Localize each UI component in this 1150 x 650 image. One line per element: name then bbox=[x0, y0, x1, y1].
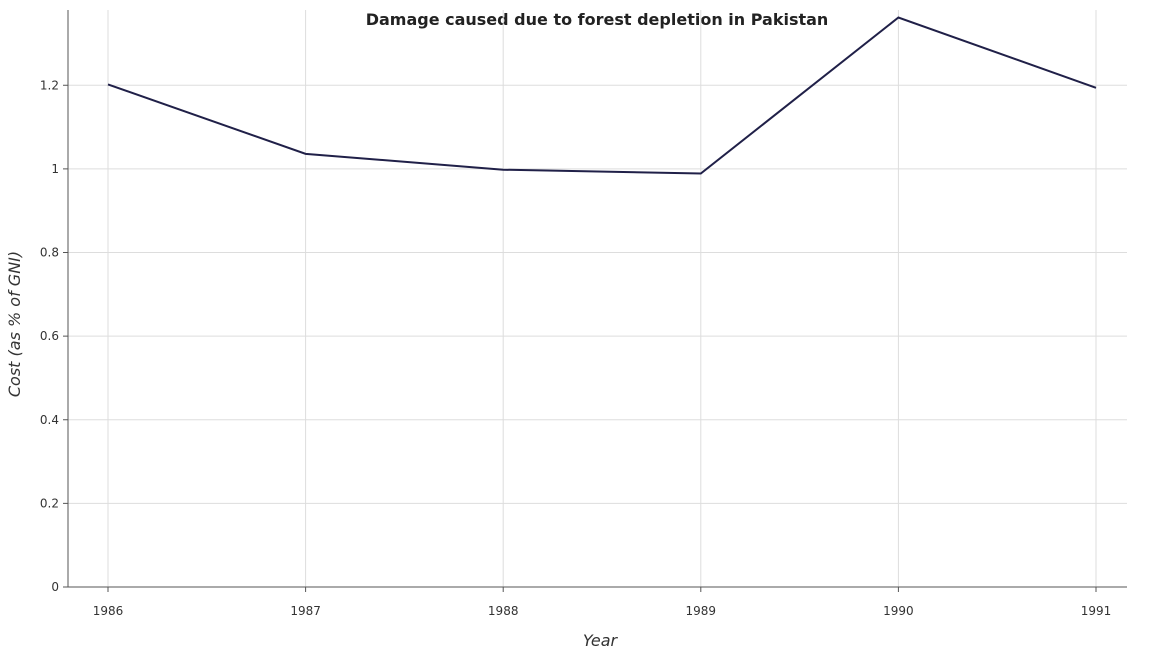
y-tick-label: 1 bbox=[51, 162, 59, 176]
x-tick-labels: 1986 1987 1988 1989 1990 1991 bbox=[93, 604, 1112, 618]
x-tick-label: 1991 bbox=[1081, 604, 1112, 618]
y-tick-label: 0.2 bbox=[40, 496, 59, 510]
x-tick-label: 1989 bbox=[686, 604, 717, 618]
x-tick-label: 1986 bbox=[93, 604, 124, 618]
y-tick-label: 0 bbox=[51, 580, 59, 594]
series-line bbox=[108, 18, 1096, 174]
series-layer bbox=[108, 18, 1096, 174]
y-tick-label: 1.2 bbox=[40, 78, 59, 92]
x-tick-label: 1987 bbox=[290, 604, 321, 618]
axes bbox=[63, 10, 1127, 592]
x-axis-label: Year bbox=[583, 631, 619, 650]
y-tick-labels: 0 0.2 0.4 0.6 0.8 1 1.2 bbox=[40, 78, 59, 594]
y-tick-label: 0.6 bbox=[40, 329, 59, 343]
y-tick-label: 0.4 bbox=[40, 413, 59, 427]
x-tick-label: 1988 bbox=[488, 604, 519, 618]
grid bbox=[68, 10, 1127, 587]
y-axis-label: Cost (as % of GNI) bbox=[5, 251, 24, 397]
x-tick-label: 1990 bbox=[883, 604, 914, 618]
y-tick-label: 0.8 bbox=[40, 246, 59, 260]
chart-title: Damage caused due to forest depletion in… bbox=[366, 10, 829, 29]
